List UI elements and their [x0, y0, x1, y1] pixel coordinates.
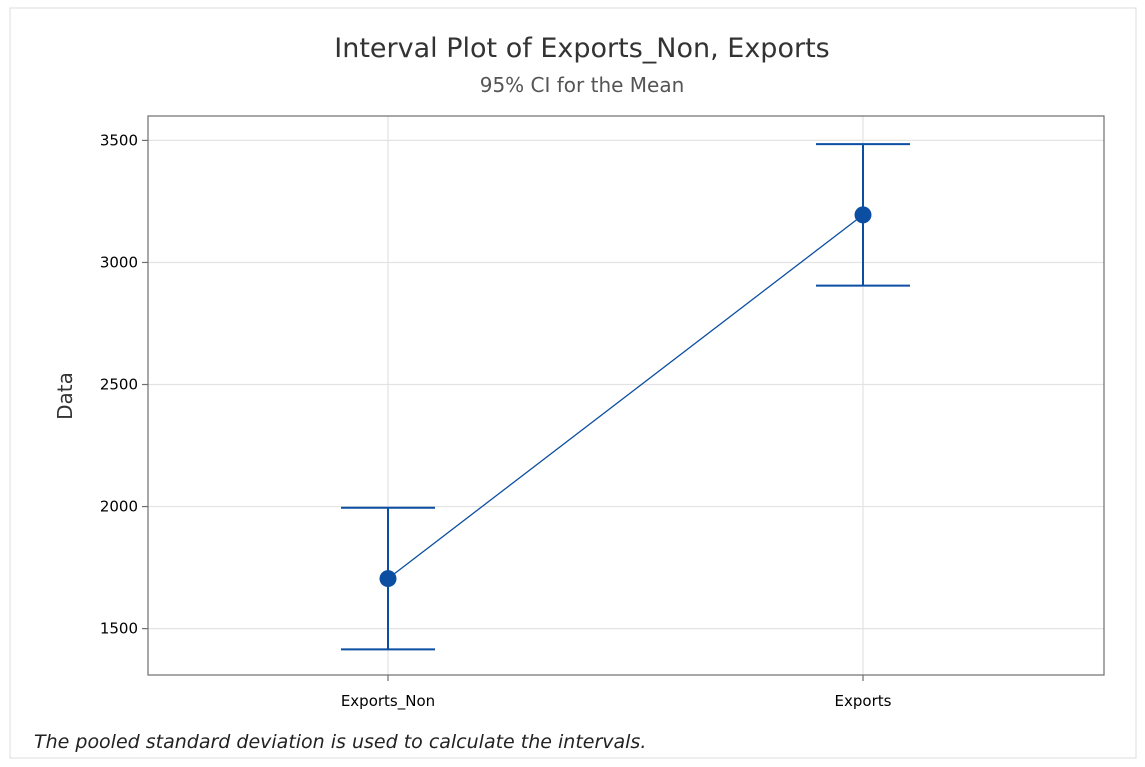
mean-point: [379, 570, 397, 588]
x-category-label: Exports_Non: [341, 692, 435, 711]
footnote: The pooled standard deviation is used to…: [34, 731, 646, 753]
mean-point: [854, 206, 872, 224]
y-tick-label: 2500: [100, 376, 138, 394]
figure-border: [9, 7, 1137, 759]
x-axis-ticks: Exports_Non Exports: [341, 675, 892, 711]
plot-area-frame: [147, 115, 1105, 676]
y-tick-label: 3000: [100, 253, 138, 271]
mean-connect-line: [387, 214, 864, 580]
x-category-label: Exports: [835, 692, 892, 710]
y-axis-ticks: 1500 2000 2500 3000 3500: [100, 131, 148, 638]
y-tick-label: 2000: [100, 498, 138, 516]
series-intervals: [341, 143, 910, 651]
y-axis-label: Data: [53, 372, 77, 420]
chart-title: Interval Plot of Exports_Non, Exports: [334, 33, 829, 64]
y-tick-label: 1500: [100, 620, 138, 638]
y-tick-label: 3500: [100, 131, 138, 149]
chart-subtitle: 95% CI for the Mean: [480, 73, 685, 97]
